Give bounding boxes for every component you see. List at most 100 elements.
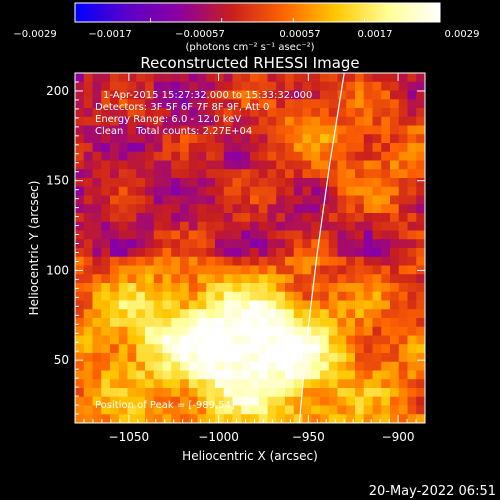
heatmap-cell	[171, 326, 181, 336]
heatmap-cell	[118, 335, 128, 345]
heatmap-cell	[276, 361, 286, 371]
heatmap-cell	[302, 204, 312, 214]
heatmap-cell	[311, 73, 321, 83]
heatmap-cell	[188, 169, 198, 179]
heatmap-cell	[276, 335, 286, 345]
heatmap-cell	[398, 326, 408, 336]
heatmap-cell	[153, 151, 163, 161]
heatmap-cell	[171, 143, 181, 153]
heatmap-cell	[258, 248, 268, 258]
heatmap-cell	[346, 116, 356, 126]
heatmap-cell	[110, 221, 120, 231]
heatmap-cell	[285, 151, 295, 161]
heatmap-cell	[302, 353, 312, 363]
heatmap-cell	[197, 370, 207, 380]
heatmap-cell	[83, 335, 93, 345]
heatmap-cell	[276, 318, 286, 328]
heatmap-cell	[101, 151, 111, 161]
heatmap-cell	[188, 108, 198, 118]
heatmap-cell	[101, 405, 111, 415]
heatmap-cell	[197, 283, 207, 293]
heatmap-cell	[416, 274, 426, 284]
heatmap-cell	[328, 396, 338, 406]
heatmap-cell	[75, 274, 85, 284]
heatmap-cell	[188, 370, 198, 380]
heatmap-cell	[223, 291, 233, 301]
heatmap-cell	[136, 256, 146, 266]
heatmap-cell	[101, 248, 111, 258]
heatmap-cell	[372, 344, 382, 354]
heatmap-cell	[311, 230, 321, 240]
heatmap-cell	[258, 283, 268, 293]
heatmap-cell	[180, 178, 190, 188]
heatmap-cell	[83, 361, 93, 371]
y-tick-label: 50	[54, 353, 69, 367]
heatmap-cell	[416, 344, 426, 354]
heatmap-cell	[311, 178, 321, 188]
heatmap-cell	[92, 186, 102, 196]
heatmap-cell	[267, 256, 277, 266]
heatmap-cell	[75, 361, 85, 371]
heatmap-cell	[223, 195, 233, 205]
heatmap-cell	[118, 169, 128, 179]
heatmap-cell	[328, 213, 338, 223]
heatmap-cell	[101, 90, 111, 100]
heatmap-cell	[206, 160, 216, 170]
heatmap-cell	[311, 370, 321, 380]
heatmap-cell	[311, 143, 321, 153]
heatmap-cell	[416, 108, 426, 118]
heatmap-cell	[206, 283, 216, 293]
heatmap-cell	[232, 388, 242, 398]
heatmap-cell	[232, 160, 242, 170]
heatmap-cell	[153, 99, 163, 109]
heatmap-cell	[162, 405, 172, 415]
heatmap-cell	[83, 414, 93, 424]
heatmap-cell	[258, 116, 268, 126]
heatmap-cell	[197, 396, 207, 406]
heatmap-cell	[381, 81, 391, 91]
heatmap-cell	[293, 230, 303, 240]
heatmap-cell	[92, 335, 102, 345]
heatmap-cell	[346, 318, 356, 328]
heatmap-cell	[355, 125, 365, 135]
heatmap-cell	[250, 230, 260, 240]
heatmap-cell	[197, 169, 207, 179]
heatmap-cell	[276, 265, 286, 275]
heatmap-cell	[75, 291, 85, 301]
heatmap-cell	[293, 99, 303, 109]
heatmap-cell	[293, 134, 303, 144]
heatmap-cell	[302, 99, 312, 109]
heatmap-cell	[346, 300, 356, 310]
heatmap-cell	[101, 134, 111, 144]
heatmap-cell	[188, 221, 198, 231]
heatmap-cell	[311, 99, 321, 109]
heatmap-cell	[223, 81, 233, 91]
heatmap-cell	[258, 195, 268, 205]
heatmap-cell	[390, 388, 400, 398]
heatmap-cell	[407, 396, 417, 406]
heatmap-cell	[390, 195, 400, 205]
heatmap-cell	[127, 396, 137, 406]
heatmap-cell	[188, 405, 198, 415]
heatmap-cell	[381, 204, 391, 214]
heatmap-cell	[355, 221, 365, 231]
heatmap-cell	[83, 248, 93, 258]
heatmap-cell	[328, 370, 338, 380]
heatmap-cell	[232, 309, 242, 319]
heatmap-cell	[232, 195, 242, 205]
heatmap-cell	[153, 379, 163, 389]
heatmap-cell	[92, 160, 102, 170]
heatmap-cell	[92, 81, 102, 91]
heatmap-cell	[127, 335, 137, 345]
heatmap-cell	[206, 99, 216, 109]
heatmap-cell	[92, 178, 102, 188]
heatmap-cell	[136, 81, 146, 91]
heatmap-cell	[241, 274, 251, 284]
heatmap-cell	[241, 361, 251, 371]
heatmap-cell	[197, 405, 207, 415]
heatmap-cell	[136, 405, 146, 415]
heatmap-cell	[171, 108, 181, 118]
heatmap-cell	[276, 248, 286, 258]
heatmap-cell	[416, 125, 426, 135]
heatmap-cell	[302, 300, 312, 310]
